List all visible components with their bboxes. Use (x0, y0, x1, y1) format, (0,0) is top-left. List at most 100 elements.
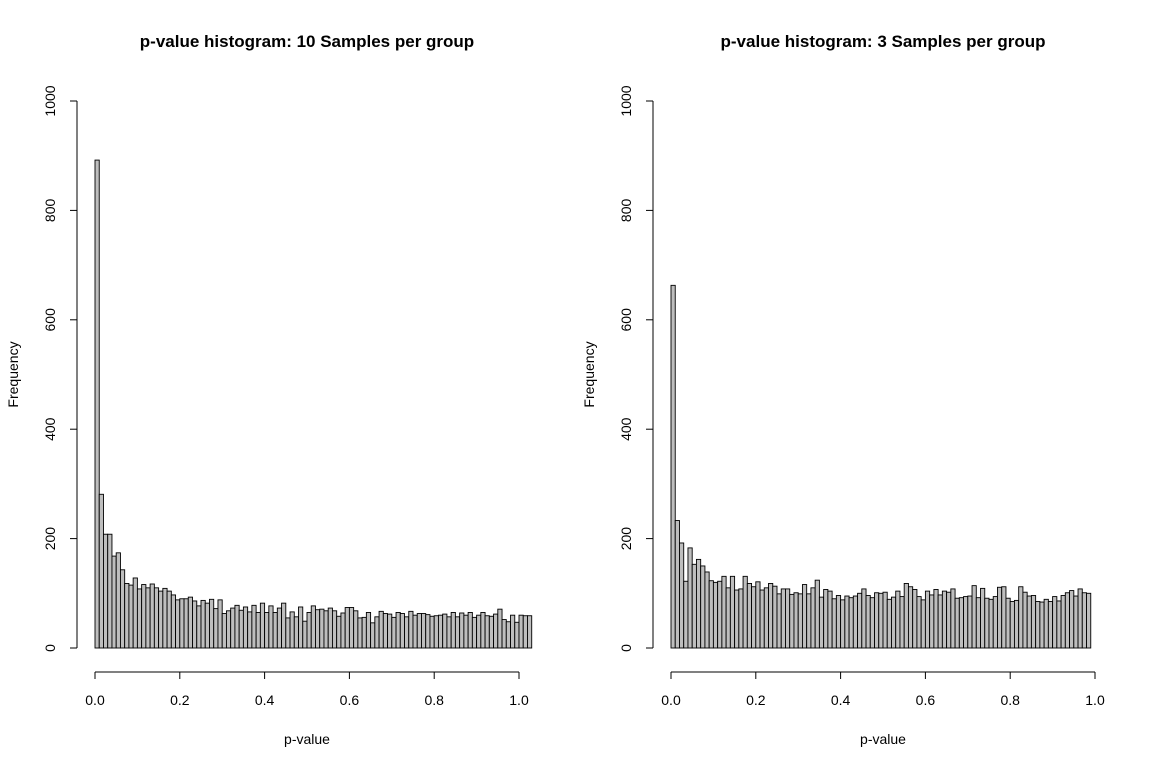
histogram-bar (272, 612, 278, 649)
histogram-bar (429, 615, 435, 649)
x-tick-label: 0.4 (255, 692, 275, 708)
histogram-bar (950, 588, 956, 649)
histogram-bar (170, 594, 177, 649)
histogram-bar (912, 589, 918, 649)
histogram-bar (780, 588, 786, 649)
histogram-bar (861, 588, 867, 649)
histogram-bar (416, 613, 422, 649)
histogram-bar (327, 607, 333, 649)
histogram-bar (103, 533, 109, 649)
histogram-bar (298, 606, 304, 649)
histogram-bar (145, 587, 151, 649)
histogram-bar (467, 612, 473, 649)
histogram-bar (361, 616, 367, 649)
histogram-bar (874, 592, 880, 649)
histogram-bar (378, 610, 384, 649)
histogram-bar (497, 608, 503, 649)
histogram-bar (336, 615, 342, 649)
histogram-bar (510, 614, 516, 649)
histogram-bar (1060, 595, 1066, 649)
histogram-bar (1001, 586, 1007, 649)
histogram-bar (399, 613, 405, 649)
histogram-bar (128, 584, 134, 649)
histogram-bar (1030, 595, 1037, 649)
axes-group: 0.0 0.2 0.4 0.6 0.8 1.0 0 200 400 600 800 1000 (618, 85, 1105, 708)
histogram-bar (442, 613, 448, 649)
histogram-bar (446, 616, 452, 649)
histogram-bar (348, 607, 355, 649)
histogram-bar (1047, 601, 1054, 649)
histogram-bar (433, 615, 439, 649)
y-axis-label: Frequency (5, 341, 21, 407)
histogram-bar (937, 594, 943, 649)
y-tick-label: 1000 (42, 85, 58, 116)
y-tick-label: 600 (42, 308, 58, 332)
histogram-bar (421, 613, 427, 649)
histogram-bar (357, 617, 363, 649)
histogram-bar (344, 607, 350, 649)
histogram-bar (1022, 591, 1028, 649)
histogram-bar (920, 599, 926, 649)
histogram-bar (162, 587, 168, 649)
histogram-bar (992, 596, 998, 649)
y-tick-label: 800 (42, 199, 58, 223)
histogram-bar (899, 596, 905, 649)
histogram-bar (831, 598, 837, 649)
chart-title: p-value histogram: 10 Samples per group (140, 32, 474, 51)
histogram-bar (365, 612, 372, 649)
histogram-bar (518, 614, 524, 649)
histogram-bar (933, 589, 939, 649)
histogram-bar (382, 613, 389, 649)
histogram-bar (1081, 592, 1087, 649)
histogram-bar (679, 542, 685, 649)
histogram-bar (459, 612, 465, 649)
histogram-bar (225, 610, 232, 649)
histogram-bar (527, 615, 533, 649)
histogram-bar (797, 593, 803, 649)
x-tick-label: 0.0 (661, 692, 681, 708)
histogram-bar (729, 575, 736, 649)
histogram-bar (285, 617, 291, 649)
histogram-panel-3-samples: p-value histogram: 3 Samples per group p… (581, 32, 1105, 747)
histogram-bar (115, 552, 121, 649)
histogram-bar (238, 609, 244, 649)
histogram-bar (1056, 600, 1062, 649)
histogram-bar (166, 590, 172, 649)
histogram-bar (988, 598, 994, 649)
histogram-bar (755, 581, 761, 649)
histogram-bar (488, 615, 495, 649)
histogram-bar (209, 598, 215, 649)
histogram-bar (1073, 595, 1079, 649)
histogram-bar (374, 616, 380, 649)
histogram-bar (984, 597, 990, 649)
histogram-bar (751, 586, 757, 649)
histogram-bar (742, 575, 748, 649)
histogram-bar (844, 595, 850, 649)
histogram-bar (941, 590, 948, 649)
histogram-bar (501, 619, 507, 649)
histogram-bar (801, 584, 808, 649)
histogram-bar (670, 284, 676, 649)
histogram-bar (158, 590, 164, 649)
histogram-bar (852, 595, 859, 649)
histogram-bar (289, 611, 295, 649)
histogram-bar (674, 520, 680, 649)
histogram-bar (264, 612, 270, 649)
histogram-bar (391, 616, 397, 649)
histogram-bar (281, 602, 287, 649)
histogram-bar (963, 596, 969, 649)
histogram-bar (810, 587, 816, 649)
histogram-bar (704, 571, 710, 649)
histogram-bar (217, 599, 223, 649)
histogram-bar (395, 612, 401, 649)
histogram-bar (276, 607, 283, 649)
histogram-bar (759, 589, 765, 649)
x-tick-label: 0.4 (831, 692, 851, 708)
histogram-bar (869, 597, 875, 649)
histogram-bar (907, 586, 914, 649)
histogram-bar (340, 612, 346, 649)
histogram-bar (230, 607, 236, 649)
histogram-bar (886, 598, 892, 649)
histogram-bar (425, 614, 431, 649)
x-tick-label: 0.0 (85, 692, 105, 708)
